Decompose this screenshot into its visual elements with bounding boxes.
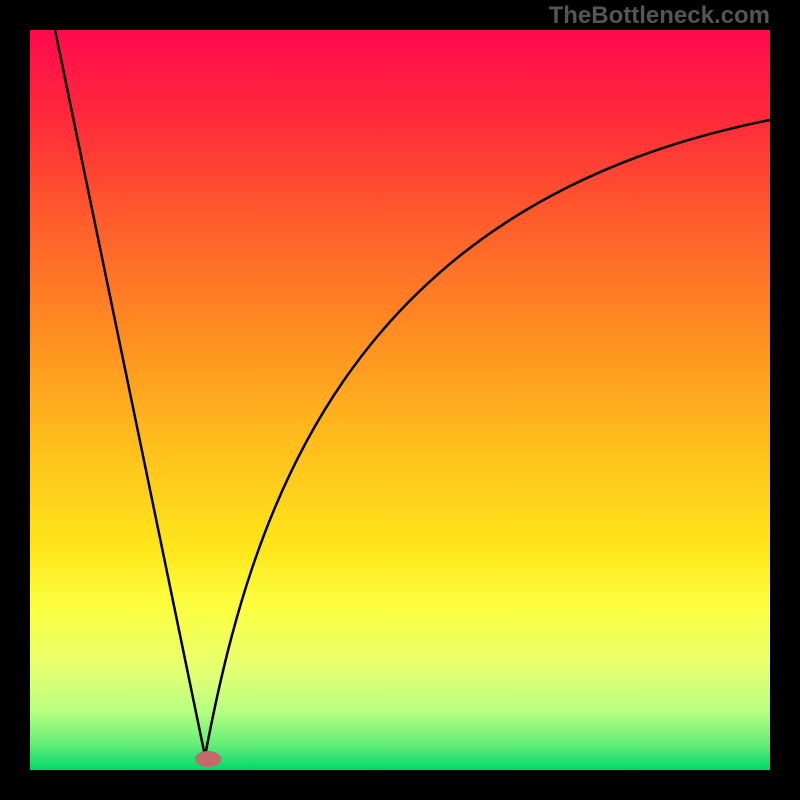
gradient-background	[30, 30, 770, 770]
plot-area	[30, 30, 770, 770]
chart-frame	[0, 0, 800, 800]
curve-left-branch	[55, 30, 205, 756]
watermark-text: TheBottleneck.com	[549, 2, 770, 30]
chart-svg	[30, 30, 770, 770]
curve-right-branch	[205, 120, 770, 756]
minimum-marker	[195, 751, 221, 767]
